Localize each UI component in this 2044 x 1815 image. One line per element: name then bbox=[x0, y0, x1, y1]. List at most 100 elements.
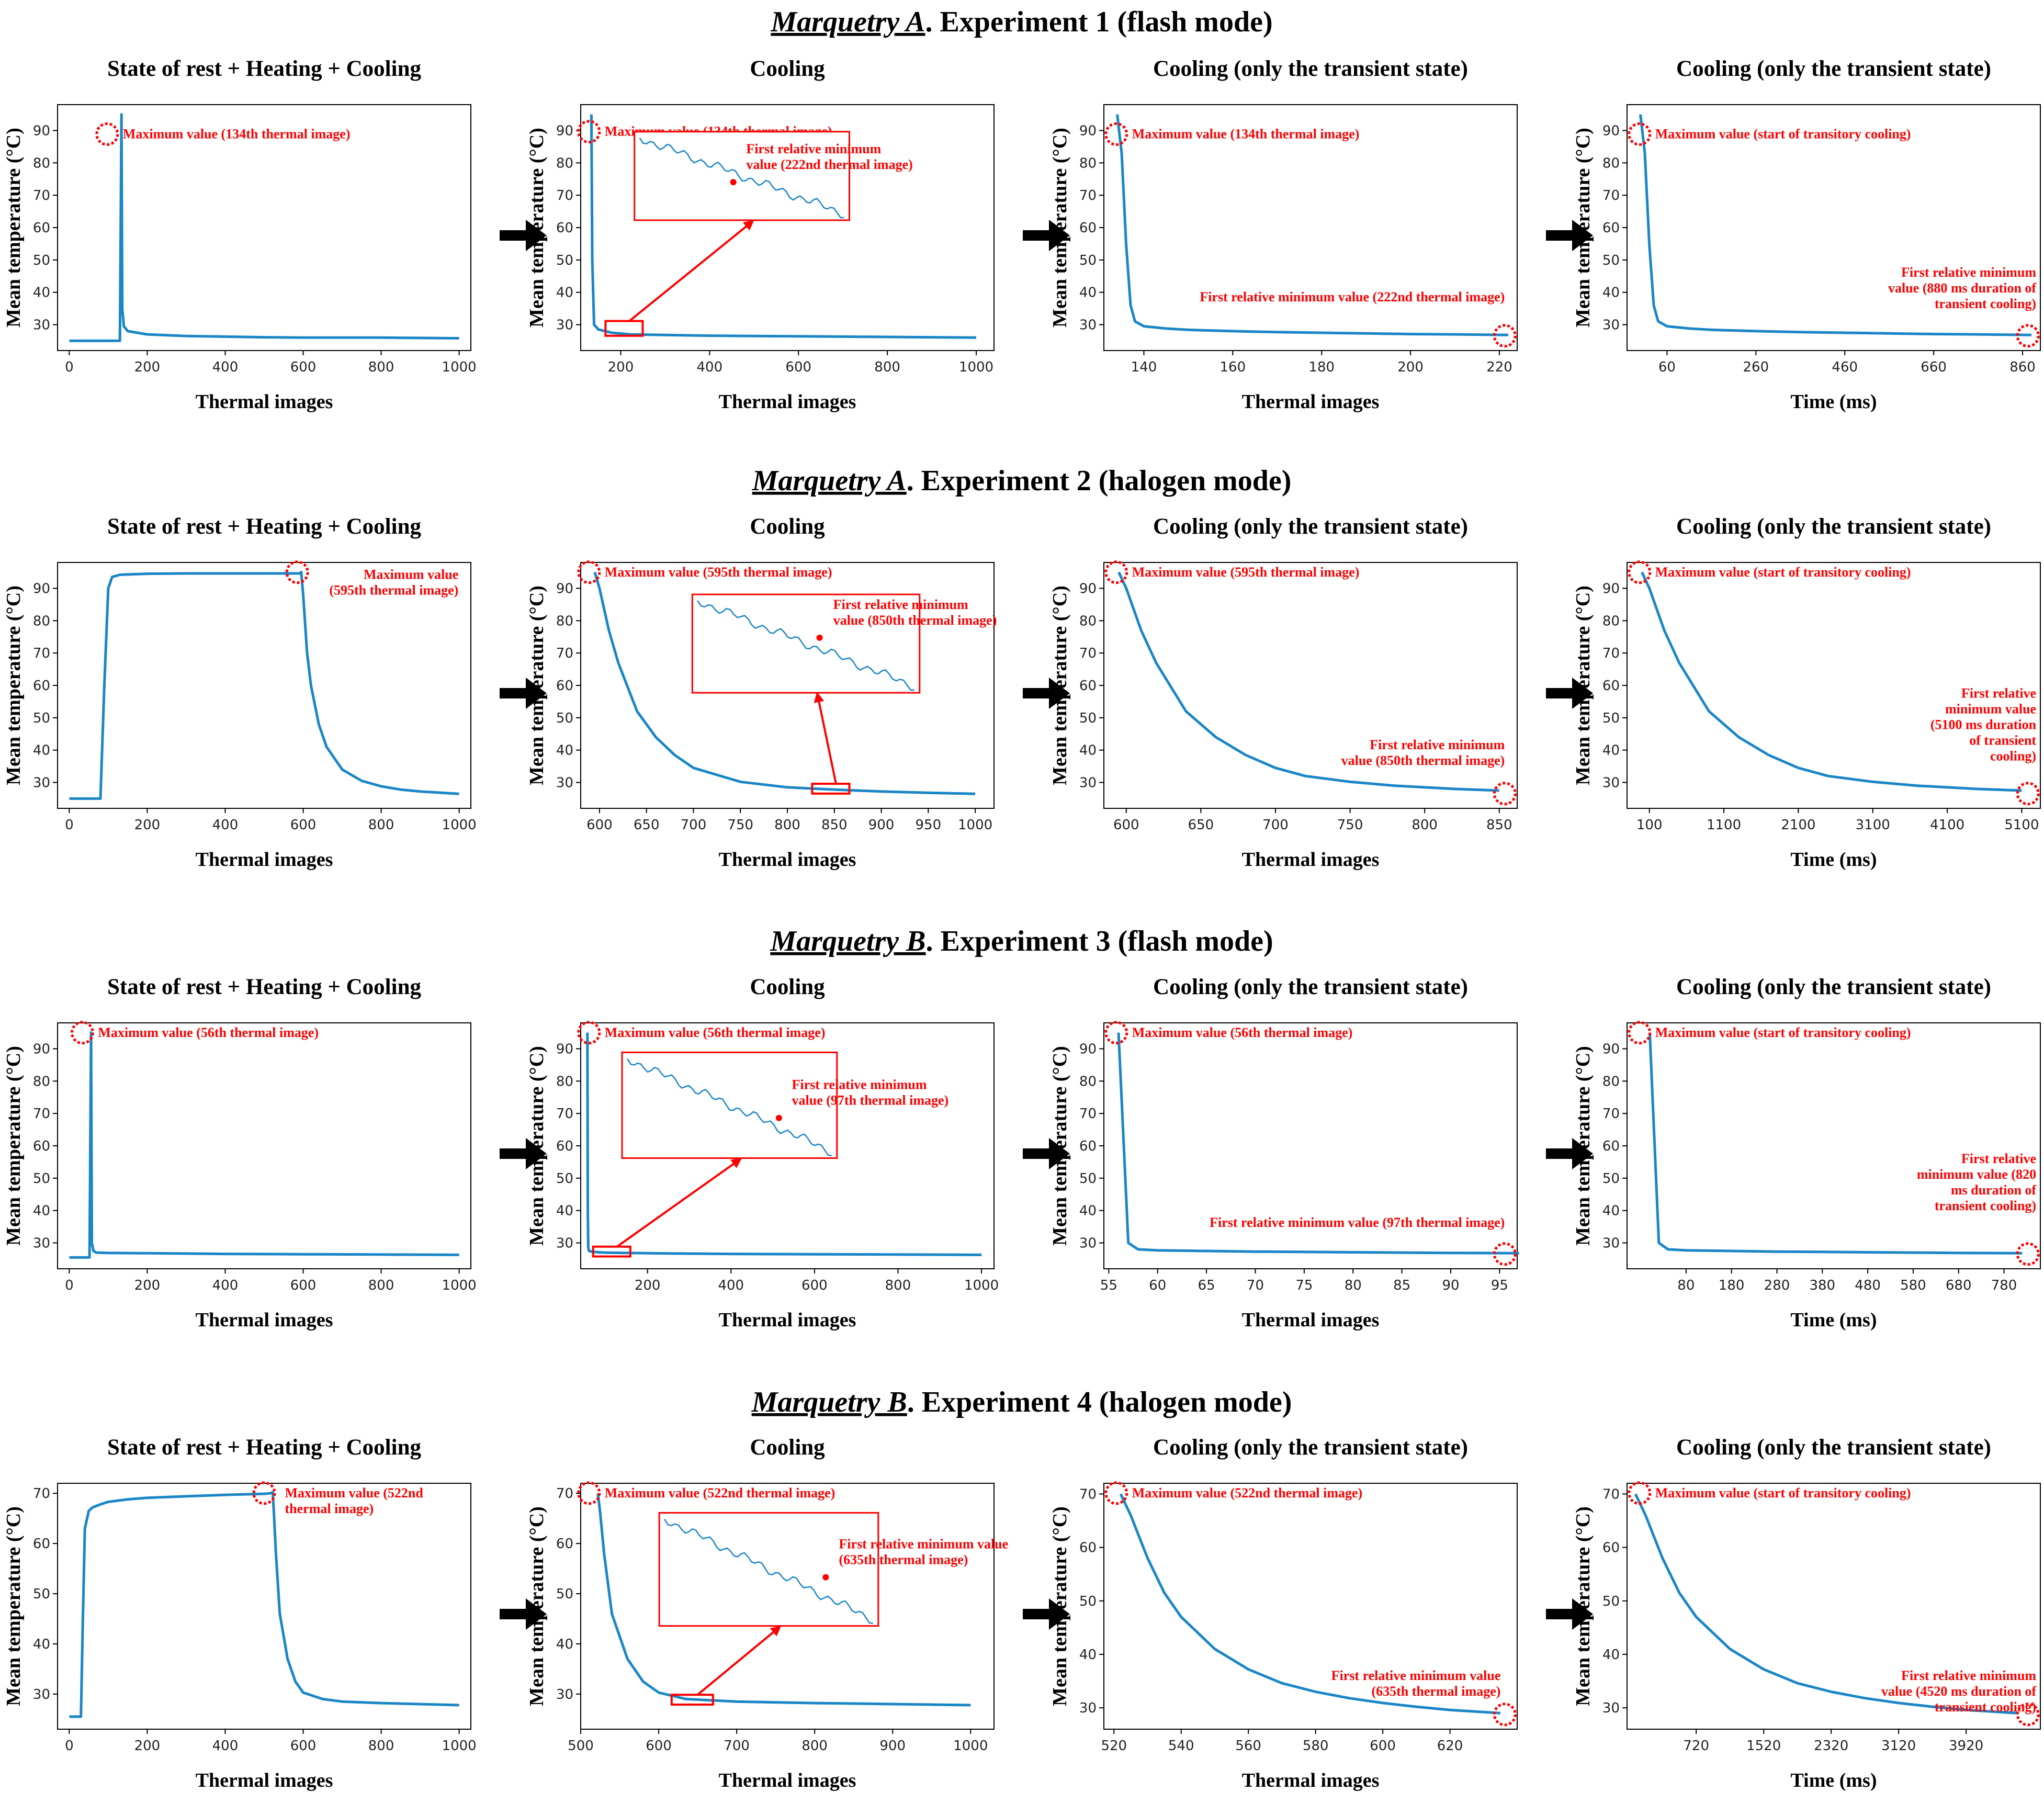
panel-r2-c3: Cooling (only the transient state) Therma… bbox=[1049, 514, 1518, 871]
flow-arrow bbox=[500, 220, 547, 251]
y-tick-label: 30 bbox=[1602, 1700, 1620, 1716]
x-tick-label: 700 bbox=[724, 1738, 750, 1754]
y-tick-label: 40 bbox=[1079, 1203, 1097, 1219]
zoom-inset-box bbox=[634, 131, 850, 221]
x-tick-label: 160 bbox=[1220, 359, 1246, 375]
x-tick-label: 0 bbox=[65, 1278, 74, 1293]
x-axis-label: Thermal images bbox=[719, 1309, 856, 1331]
x-axis-label: Thermal images bbox=[719, 1769, 856, 1791]
x-axis-label: Time (ms) bbox=[1791, 391, 1877, 413]
y-axis-label: Mean temperature (°C) bbox=[3, 585, 25, 785]
min-annotation: value (880 ms duration of bbox=[1888, 280, 2036, 296]
y-tick-label: 40 bbox=[556, 285, 573, 301]
series-line bbox=[69, 113, 459, 342]
y-tick-label: 70 bbox=[1602, 1486, 1620, 1502]
x-tick-label: 850 bbox=[1486, 817, 1512, 833]
x-axis-label: Thermal images bbox=[1242, 1769, 1380, 1791]
x-tick-label: 1000 bbox=[959, 359, 993, 375]
y-tick-label: 30 bbox=[1602, 1236, 1620, 1252]
x-tick-label: 200 bbox=[134, 817, 161, 833]
x-tick-label: 700 bbox=[1262, 817, 1289, 833]
x-tick-label: 200 bbox=[134, 1278, 161, 1293]
y-tick-label: 40 bbox=[1079, 743, 1097, 759]
y-tick-label: 40 bbox=[1079, 1647, 1097, 1663]
row-title: Marquetry B. Experiment 4 (halogen mode) bbox=[751, 1386, 1292, 1418]
series-line bbox=[1641, 571, 2022, 792]
panel-title: Cooling (only the transient state) bbox=[1676, 1435, 1991, 1460]
x-tick-label: 2320 bbox=[1814, 1738, 1848, 1754]
x-tick-label: 600 bbox=[1113, 817, 1139, 833]
max-marker-circle bbox=[577, 1481, 601, 1505]
series-line bbox=[69, 1491, 459, 1718]
x-tick-label: 800 bbox=[801, 1738, 828, 1754]
min-annotation: (5100 ms duration bbox=[1930, 717, 2037, 732]
flow-arrow bbox=[500, 1138, 547, 1169]
x-axis-label: Thermal images bbox=[1242, 849, 1380, 871]
y-tick-label: 80 bbox=[556, 1074, 573, 1089]
y-tick-label: 50 bbox=[1602, 1594, 1620, 1609]
panel-title: Cooling (only the transient state) bbox=[1676, 975, 1991, 999]
y-tick-label: 70 bbox=[33, 188, 50, 204]
min-annotation: value (850th thermal image) bbox=[1341, 753, 1505, 768]
series-line bbox=[1117, 571, 1499, 792]
x-axis-label: Thermal images bbox=[719, 849, 856, 871]
x-tick-label: 200 bbox=[608, 359, 634, 375]
max-annotation: Maximum value (56th thermal image) bbox=[98, 1025, 319, 1040]
x-tick-label: 1000 bbox=[442, 1738, 477, 1754]
y-tick-label: 60 bbox=[1602, 220, 1620, 236]
y-tick-label: 70 bbox=[1602, 1106, 1620, 1122]
flow-arrow bbox=[500, 1598, 547, 1630]
y-tick-label: 30 bbox=[33, 775, 50, 791]
first-minimum-point bbox=[822, 1574, 829, 1581]
y-tick-label: 80 bbox=[1602, 155, 1620, 171]
y-tick-label: 50 bbox=[556, 1586, 573, 1602]
y-tick-label: 60 bbox=[33, 1536, 50, 1552]
max-annotation: Maximum value (start of transitory cooli… bbox=[1655, 565, 1911, 580]
first-minimum-point bbox=[775, 1114, 782, 1121]
y-tick-label: 70 bbox=[1079, 1106, 1097, 1122]
x-tick-label: 140 bbox=[1131, 359, 1157, 375]
y-tick-label: 40 bbox=[33, 285, 50, 301]
y-tick-label: 50 bbox=[33, 711, 50, 726]
x-tick-label: 220 bbox=[1486, 359, 1512, 375]
panel-title: State of rest + Heating + Cooling bbox=[107, 57, 421, 81]
y-tick-label: 70 bbox=[1602, 646, 1620, 661]
x-tick-label: 400 bbox=[212, 359, 239, 375]
x-tick-label: 80 bbox=[1345, 1278, 1362, 1293]
y-tick-label: 90 bbox=[1079, 1041, 1097, 1057]
zoom-inset-curve bbox=[697, 600, 914, 691]
x-tick-label: 540 bbox=[1168, 1738, 1194, 1754]
max-marker-circle bbox=[95, 122, 119, 146]
y-tick-label: 90 bbox=[33, 1041, 50, 1057]
x-axis-label: Time (ms) bbox=[1791, 1309, 1877, 1331]
min-marker-circle bbox=[1493, 1703, 1517, 1727]
y-tick-label: 50 bbox=[1602, 253, 1620, 268]
y-tick-label: 30 bbox=[1602, 775, 1620, 791]
first-minimum-point bbox=[730, 179, 737, 186]
row-title-marquetry: Marquetry B bbox=[770, 925, 925, 957]
y-tick-label: 90 bbox=[33, 581, 50, 596]
plot-frame bbox=[1103, 562, 1518, 809]
max-annotation: Maximum value (522nd bbox=[285, 1485, 424, 1501]
max-annotation: Maximum value (522nd thermal image) bbox=[605, 1485, 835, 1501]
y-tick-label: 80 bbox=[1602, 613, 1620, 629]
min-annotation: First relative minimum bbox=[1901, 1668, 2036, 1683]
panel-r4-c1: State of rest + Heating + Cooling Thermal… bbox=[3, 1435, 477, 1791]
x-tick-label: 600 bbox=[290, 359, 317, 375]
x-tick-label: 380 bbox=[1809, 1278, 1835, 1293]
series-line bbox=[1648, 1032, 2023, 1255]
y-tick-label: 30 bbox=[1079, 775, 1097, 791]
y-tick-label: 40 bbox=[1602, 285, 1620, 301]
y-tick-label: 70 bbox=[556, 1486, 573, 1502]
y-tick-label: 60 bbox=[556, 220, 573, 236]
series-line bbox=[596, 1493, 971, 1707]
y-tick-label: 80 bbox=[33, 155, 50, 171]
x-tick-label: 750 bbox=[727, 817, 753, 833]
inset-annotation: First relative minimum bbox=[746, 141, 881, 156]
y-tick-label: 30 bbox=[1602, 318, 1620, 333]
inset-annotation: First relative minimum bbox=[833, 597, 968, 612]
row-title-experiment: . Experiment 2 (halogen mode) bbox=[907, 465, 1292, 497]
panel-title: State of rest + Heating + Cooling bbox=[107, 1435, 421, 1460]
x-tick-label: 780 bbox=[1991, 1278, 2017, 1293]
zoom-inset-curve bbox=[626, 1058, 832, 1156]
